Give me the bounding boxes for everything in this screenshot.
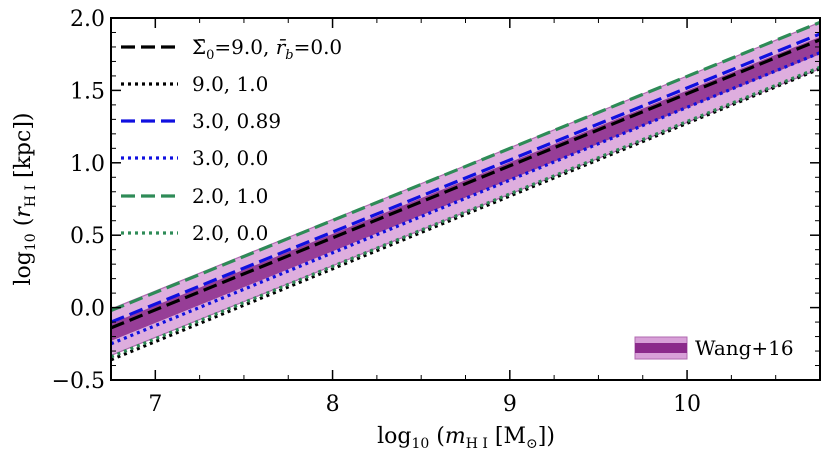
series-line-3 <box>111 32 820 324</box>
x-tick-label: 8 <box>326 392 340 417</box>
y-tick-label: 1.5 <box>70 79 105 104</box>
y-axis-title: log10 (rH I [kpc]) <box>11 113 39 286</box>
series-line-5 <box>111 20 820 312</box>
x-tick-label: 7 <box>148 392 162 417</box>
x-tick-label: 10 <box>673 392 701 417</box>
series-line-1 <box>111 38 820 330</box>
series-line-6 <box>111 65 820 359</box>
legend-label-5: 2.0, 1.0 <box>192 184 268 208</box>
legend-label-6: 2.0, 0.0 <box>192 221 268 245</box>
legend-label-3: 3.0, 0.89 <box>192 109 281 133</box>
y-tick-label: 0.5 <box>70 224 105 249</box>
legend-label-2: 9.0, 1.0 <box>192 72 268 96</box>
legend-label-1: Σ̄0=9.0, r̄b=0.0 <box>192 35 342 63</box>
band-legend-label: Wang+16 <box>695 336 794 360</box>
y-tick-label: 2.0 <box>70 7 105 32</box>
y-tick-label: −0.5 <box>52 369 105 394</box>
series-line-4 <box>111 51 820 346</box>
x-tick-label: 9 <box>503 392 517 417</box>
legend-label-4: 3.0, 0.0 <box>192 146 268 170</box>
x-axis-title: log10 (mH I [M⊙]) <box>377 424 555 452</box>
y-tick-label: 1.0 <box>70 152 105 177</box>
y-tick-label: 0.0 <box>70 297 105 322</box>
band-legend-swatch-inner <box>635 343 687 353</box>
